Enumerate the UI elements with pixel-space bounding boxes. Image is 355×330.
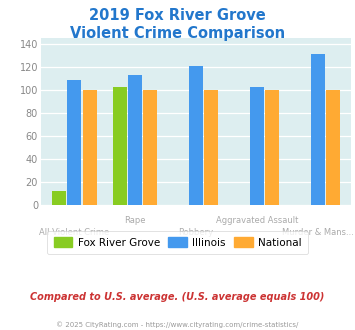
Bar — [311, 54, 325, 205]
Legend: Fox River Grove, Illinois, National: Fox River Grove, Illinois, National — [47, 231, 308, 254]
Text: © 2025 CityRating.com - https://www.cityrating.com/crime-statistics/: © 2025 CityRating.com - https://www.city… — [56, 322, 299, 328]
Bar — [143, 90, 158, 205]
Text: All Violent Crime: All Violent Crime — [39, 228, 109, 237]
Bar — [67, 81, 81, 205]
Bar — [128, 75, 142, 205]
Bar — [204, 90, 218, 205]
Bar — [113, 87, 127, 205]
Text: Murder & Mans...: Murder & Mans... — [282, 228, 354, 237]
Text: Compared to U.S. average. (U.S. average equals 100): Compared to U.S. average. (U.S. average … — [30, 292, 325, 302]
Text: Violent Crime Comparison: Violent Crime Comparison — [70, 26, 285, 41]
Text: 2019 Fox River Grove: 2019 Fox River Grove — [89, 8, 266, 23]
Bar — [250, 87, 264, 205]
Bar — [52, 191, 66, 205]
Bar — [83, 90, 97, 205]
Text: Aggravated Assault: Aggravated Assault — [216, 216, 298, 225]
Text: Rape: Rape — [125, 216, 146, 225]
Text: Robbery: Robbery — [179, 228, 214, 237]
Bar — [189, 66, 203, 205]
Bar — [326, 90, 340, 205]
Bar — [265, 90, 279, 205]
